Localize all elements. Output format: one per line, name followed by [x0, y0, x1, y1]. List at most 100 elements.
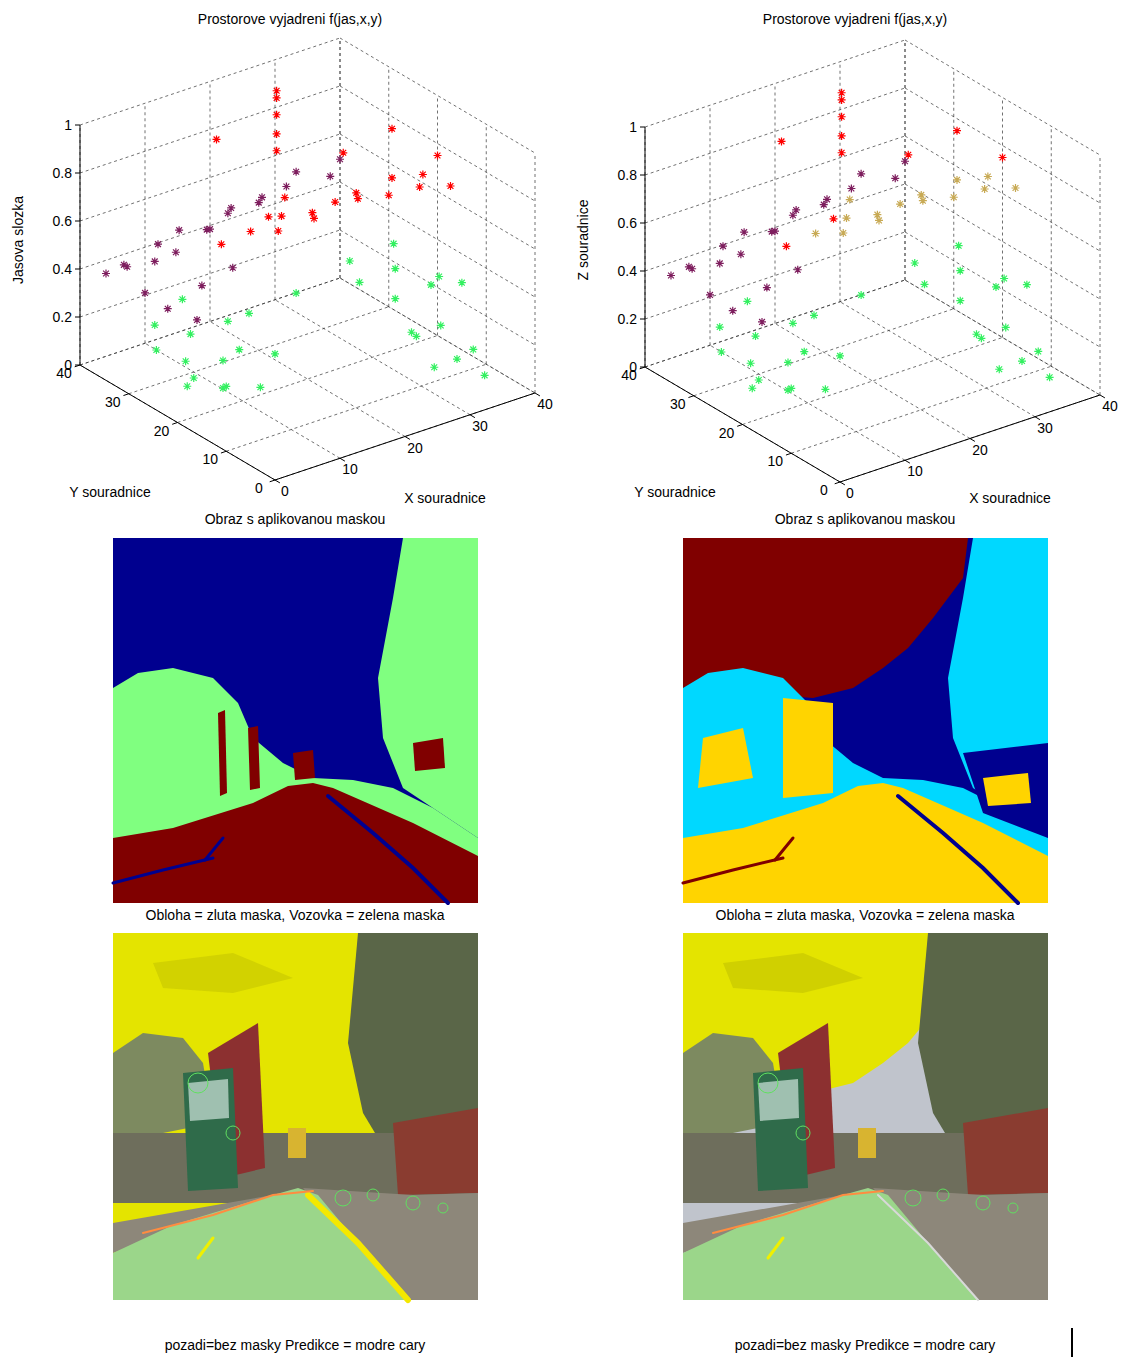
point — [921, 280, 929, 288]
point — [247, 228, 255, 236]
figure: 01020304001020304000.20.40.60.81Prostoro… — [0, 0, 1130, 1357]
z-tick-label: 0.4 — [53, 261, 73, 277]
point — [193, 316, 201, 324]
point — [875, 216, 883, 224]
scene-contour — [188, 1073, 208, 1093]
point — [953, 176, 961, 184]
grid-line — [645, 184, 905, 271]
mask-title: Obraz s aplikovanou maskou — [205, 511, 386, 527]
mask-image — [113, 538, 478, 903]
point — [190, 374, 198, 382]
z-tick — [640, 367, 645, 368]
x-tick-label: 0 — [281, 483, 289, 499]
grid-line — [340, 86, 535, 201]
point — [151, 257, 159, 265]
edge-bar — [1071, 1328, 1073, 1357]
point — [838, 113, 846, 121]
point — [427, 281, 435, 289]
point — [955, 242, 963, 250]
y-tick — [640, 367, 645, 369]
z-tick — [75, 317, 80, 318]
x-tick-label: 10 — [342, 461, 358, 477]
point — [688, 265, 696, 273]
y-tick — [123, 394, 128, 396]
scene-shape — [858, 1128, 876, 1158]
point — [789, 319, 797, 327]
y-tick — [75, 365, 80, 367]
scene-line — [713, 1191, 883, 1233]
mask-region — [113, 538, 478, 903]
series — [812, 173, 1020, 238]
point — [846, 196, 854, 204]
point — [717, 348, 725, 356]
x-tick — [840, 482, 845, 485]
x-tick — [275, 480, 280, 483]
point — [435, 272, 443, 280]
point — [919, 197, 927, 205]
point — [737, 250, 745, 258]
y-tick-label: 10 — [202, 451, 218, 467]
grid-line — [775, 324, 970, 439]
point — [748, 384, 756, 392]
z-axis-title: Jasova slozka — [10, 196, 26, 284]
scene-shape — [113, 1188, 408, 1300]
point — [755, 376, 763, 384]
grid-line — [340, 230, 535, 345]
point — [873, 211, 881, 219]
grid-line — [129, 307, 389, 394]
z-tick-label: 0.2 — [618, 311, 638, 327]
point — [836, 352, 844, 360]
grid-line — [210, 322, 405, 437]
point — [245, 309, 253, 317]
point — [265, 213, 273, 221]
point — [278, 212, 286, 220]
chart-title: Prostorove vyjadreni f(jas,x,y) — [763, 11, 947, 27]
point — [847, 184, 855, 192]
y-tick-label: 20 — [154, 423, 170, 439]
x-axis-line — [275, 393, 535, 480]
point — [273, 94, 281, 102]
grid-line — [80, 125, 81, 365]
scene-contour — [406, 1196, 420, 1210]
grid-line — [645, 232, 905, 319]
z-tick-label: 0.2 — [53, 309, 73, 325]
z-tick-label: 0 — [629, 359, 637, 375]
series — [151, 240, 489, 392]
points — [102, 87, 489, 392]
point — [412, 332, 420, 340]
y-tick — [688, 396, 693, 398]
point — [346, 257, 354, 265]
mask-region — [218, 710, 227, 796]
grid-line — [645, 136, 905, 223]
grid-line — [80, 86, 340, 173]
point — [227, 204, 235, 212]
point — [469, 345, 477, 353]
point — [950, 193, 958, 201]
grid-line — [226, 364, 486, 451]
scene-contour — [976, 1196, 990, 1210]
point — [154, 240, 162, 248]
scene-contour — [796, 1126, 810, 1140]
point — [729, 307, 737, 315]
mask-region — [698, 728, 753, 788]
point — [385, 191, 393, 199]
point — [743, 297, 751, 305]
point — [419, 171, 427, 179]
mask-edge — [775, 838, 793, 860]
grid — [645, 40, 1100, 482]
scene-shape — [188, 1079, 229, 1121]
x-axis-title: X souradnice — [404, 490, 486, 506]
z-axis-line — [80, 125, 81, 365]
mask-image — [683, 538, 1048, 903]
grid-line — [905, 280, 1100, 395]
point — [102, 270, 110, 278]
point — [838, 132, 846, 140]
scatter3d-panel: 01020304001020304000.20.40.60.81Prostoro… — [575, 11, 1118, 506]
point — [151, 321, 159, 329]
grid-line — [743, 338, 1003, 425]
grid-line — [388, 67, 389, 307]
scene-contour — [438, 1203, 448, 1213]
chart-title: Prostorove vyjadreni f(jas,x,y) — [198, 11, 382, 27]
scene-line — [143, 1191, 313, 1233]
point — [823, 195, 831, 203]
